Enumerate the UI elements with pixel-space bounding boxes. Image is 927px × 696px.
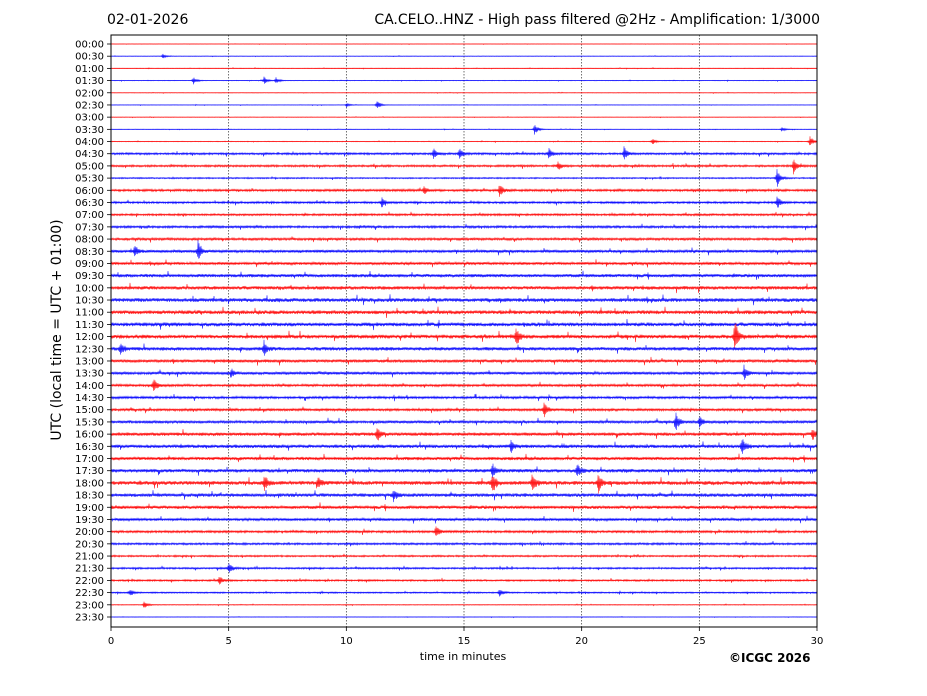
copyright: ©ICGC 2026 (729, 651, 811, 665)
trace-0430 (110, 146, 818, 160)
y-tick-label: 01:30 (75, 76, 104, 87)
trace-1530 (110, 412, 818, 430)
x-tick-label: 20 (575, 636, 588, 647)
x-tick-label: 15 (458, 636, 471, 647)
y-tick-label: 15:00 (75, 405, 104, 416)
x-tick-label: 25 (693, 636, 706, 647)
y-tick-label: 05:30 (75, 174, 104, 185)
y-tick-label: 17:30 (75, 466, 104, 477)
y-tick-label: 14:00 (75, 381, 104, 392)
y-tick-label: 07:30 (75, 222, 104, 233)
y-tick-label: 06:30 (75, 198, 104, 209)
trace-1800 (110, 474, 818, 494)
y-tick-label: 09:30 (75, 271, 104, 282)
trace-1230 (110, 339, 818, 356)
y-tick-label: 14:30 (75, 393, 104, 404)
trace-0330 (110, 125, 818, 135)
trace-1300 (110, 356, 818, 366)
y-tick-label: 17:00 (75, 454, 104, 465)
y-tick-label: 00:00 (75, 40, 104, 51)
y-tick-label: 13:00 (75, 356, 104, 367)
y-tick-label: 06:00 (75, 186, 104, 197)
y-tick-label: 19:00 (75, 503, 104, 514)
y-tick-label: 16:30 (75, 442, 104, 453)
y-tick-label: 00:30 (75, 52, 104, 63)
y-tick-label: 08:30 (75, 247, 104, 258)
y-tick-label: 20:30 (75, 539, 104, 550)
x-axis-label: time in minutes (419, 650, 507, 663)
y-tick-label: 11:30 (75, 320, 104, 331)
y-tick-label: 10:30 (75, 296, 104, 307)
y-tick-label: 02:30 (75, 100, 104, 111)
y-tick-label: 09:00 (75, 259, 104, 270)
chart-title: CA.CELO..HNZ - High pass filtered @2Hz -… (374, 12, 820, 28)
y-tick-label: 21:00 (75, 552, 104, 563)
plot-frame (110, 34, 818, 628)
y-tick-label: 22:00 (75, 576, 104, 587)
y-tick-label: 07:00 (75, 210, 104, 221)
y-tick-label: 20:00 (75, 527, 104, 538)
y-tick-label: 08:00 (75, 235, 104, 246)
y-tick-label: 04:30 (75, 149, 104, 160)
y-tick-label: 15:30 (75, 417, 104, 428)
date-title: 02-01-2026 (107, 12, 189, 28)
y-tick-label: 16:00 (75, 430, 104, 441)
y-tick-label: 23:00 (75, 600, 104, 611)
x-tick-label: 5 (225, 636, 231, 647)
y-tick-label: 02:00 (75, 88, 104, 99)
y-tick-label: 18:00 (75, 478, 104, 489)
y-tick-label: 12:30 (75, 344, 104, 355)
x-tick-label: 30 (811, 636, 824, 647)
y-tick-label: 01:00 (75, 64, 104, 75)
y-tick-label: 03:00 (75, 113, 104, 124)
y-tick-label: 21:30 (75, 564, 104, 575)
trace-0930 (110, 270, 818, 280)
y-tick-label: 19:30 (75, 515, 104, 526)
y-tick-label: 10:00 (75, 283, 104, 294)
y-tick-label: 23:30 (75, 613, 104, 624)
y-tick-label: 05:00 (75, 161, 104, 172)
y-tick-label: 22:30 (75, 588, 104, 599)
x-tick-label: 10 (340, 636, 353, 647)
y-tick-label: 11:00 (75, 308, 104, 319)
y-tick-label: 04:00 (75, 137, 104, 148)
y-tick-label: 03:30 (75, 125, 104, 136)
y-tick-label: 13:30 (75, 369, 104, 380)
y-tick-label: 12:00 (75, 332, 104, 343)
trace-1030 (110, 294, 818, 306)
y-tick-label: 18:30 (75, 491, 104, 502)
x-tick-label: 0 (108, 636, 114, 647)
